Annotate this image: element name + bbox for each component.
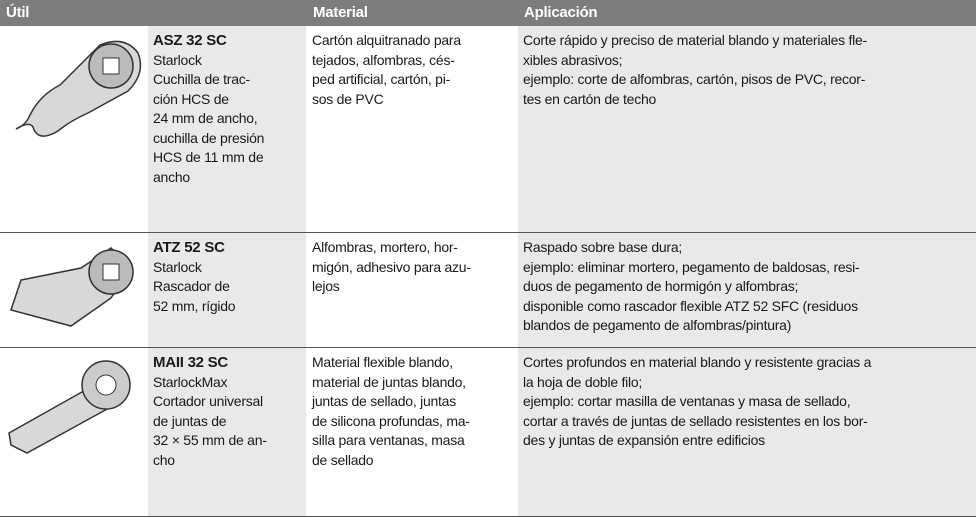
header-cell: Material — [313, 4, 368, 21]
material-text: de sellado — [312, 451, 374, 468]
application-text: duos de pegamento de hormigón y alfombra… — [523, 278, 799, 294]
tool-description: StarlockMax — [153, 373, 228, 390]
tool-description: Cortador universal — [153, 393, 263, 409]
material-text: lejos — [312, 278, 340, 294]
tool-name: ATZ 52 SC — [153, 239, 225, 256]
tool-description: de juntas de — [153, 412, 227, 429]
application-text: ejemplo: cortar masilla de ventanas y ma… — [523, 393, 851, 409]
row-separator — [0, 347, 976, 348]
material-text: migón, adhesivo para azu- — [312, 258, 471, 275]
tool-description: 24 mm de ancho, — [153, 110, 258, 126]
tool-description: cuchilla de presión — [153, 129, 265, 146]
tool-description: Starlock — [153, 51, 202, 68]
application-text: la hoja de doble filo; — [523, 373, 643, 390]
material-text: material de juntas blando, — [312, 373, 466, 390]
name-bg — [148, 233, 306, 348]
application-text: Cortes profundos en material blando y re… — [523, 354, 872, 370]
tool-description: Cuchilla de trac- — [153, 71, 250, 87]
application-text: des y juntas de expansión entre edificio… — [523, 432, 765, 448]
tool-description: ancho — [153, 168, 190, 185]
application-text: disponible como rascador flexible ATZ 52… — [523, 297, 858, 314]
tool-name: ASZ 32 SC — [153, 32, 227, 49]
header-row — [0, 0, 976, 26]
application-text: xibles abrasivos; — [523, 51, 623, 68]
material-text: juntas de sellado, juntas — [312, 393, 456, 409]
material-text: de silicona profundas, ma- — [312, 412, 470, 429]
material-text: Alfombras, mortero, hor- — [312, 239, 458, 255]
application-bg — [518, 233, 976, 348]
application-text: Raspado sobre base dura; — [523, 239, 682, 255]
application-text: ejemplo: corte de alfombras, cartón, pis… — [523, 71, 866, 87]
application-bg — [518, 26, 976, 233]
material-text: Cartón alquitranado para — [312, 32, 461, 48]
tool-description: Rascador de — [153, 278, 230, 294]
name-bg — [148, 26, 306, 233]
material-text: Material flexible blando, — [312, 354, 453, 370]
application-text: tes en cartón de techo — [523, 90, 657, 107]
tool-description: 52 mm, rígido — [153, 297, 236, 314]
name-bg — [148, 348, 306, 517]
tool-image — [10, 247, 134, 327]
tool-image — [15, 40, 142, 137]
application-text: ejemplo: eliminar mortero, pegamento de … — [523, 258, 860, 275]
application-bg — [518, 348, 976, 517]
tool-description: Starlock — [153, 258, 202, 275]
tool-description: cho — [153, 451, 175, 468]
application-text: cortar a través de juntas de sellado res… — [523, 412, 868, 429]
tool-image — [8, 360, 131, 454]
tool-description: HCS de 11 mm de — [153, 149, 264, 165]
material-text: sos de PVC — [312, 90, 384, 107]
application-text: Corte rápido y preciso de material bland… — [523, 32, 867, 48]
row-separator — [0, 232, 976, 233]
tool-description: 32 × 55 mm de an- — [153, 432, 267, 448]
material-text: tejados, alfombras, cés- — [312, 51, 455, 68]
tool-name: MAII 32 SC — [153, 354, 229, 371]
header-cell: Útil — [6, 4, 30, 21]
material-text: ped artificial, cartón, pi- — [312, 71, 450, 87]
header-cell: Aplicación — [524, 4, 598, 21]
tool-description: ción HCS de — [153, 90, 229, 107]
application-text: blandos de pegamento de alfombras/pintur… — [523, 317, 792, 333]
material-text: silla para ventanas, masa — [312, 432, 465, 448]
